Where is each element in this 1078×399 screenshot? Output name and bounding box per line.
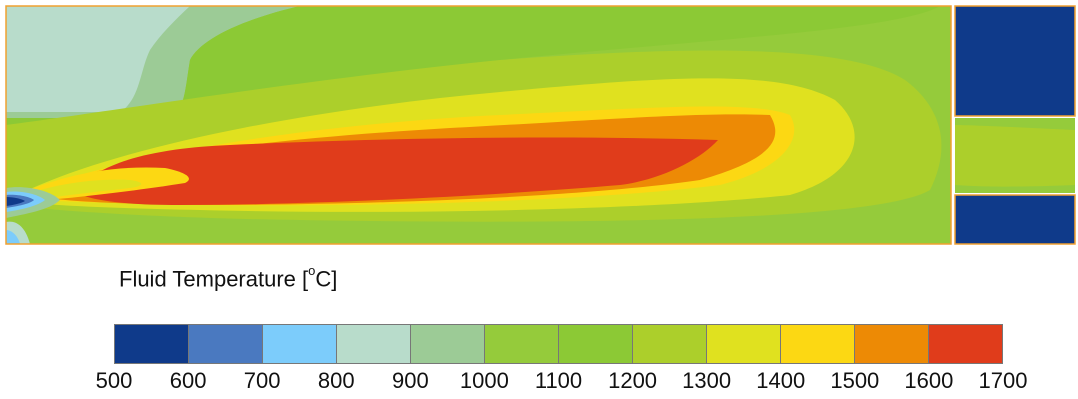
color-bar-swatch xyxy=(855,325,929,363)
lower-cold-block xyxy=(954,194,1076,245)
temperature-contour-plot xyxy=(5,5,1076,245)
color-bar-swatch xyxy=(411,325,485,363)
color-bar-tick-label: 1000 xyxy=(459,368,509,393)
color-bar-tick-label: 1600 xyxy=(904,368,954,393)
color-bar-tick-label: 1400 xyxy=(756,368,806,393)
color-bar-tick-label: 1200 xyxy=(608,368,658,393)
color-bar-tick-label: 1500 xyxy=(830,368,880,393)
core-1700-region xyxy=(75,137,718,205)
color-bar-swatch xyxy=(485,325,559,363)
color-bar-tick-label: 1100 xyxy=(534,368,583,393)
color-bar-swatch xyxy=(263,325,337,363)
color-bar-swatch xyxy=(781,325,855,363)
legend-title: Fluid Temperature [oC] xyxy=(119,263,338,292)
legend-title-suffix: C] xyxy=(315,266,338,292)
legend-title-prefix: Fluid Temperature [ xyxy=(119,266,309,292)
color-bar-swatch xyxy=(929,325,1002,363)
upper-cold-block xyxy=(954,5,1076,117)
color-bar-ticks: 500 600 700 800 900 1000 1100 1200 1300 1400 1500 1… xyxy=(0,368,1078,398)
inlet-cold-core-region xyxy=(6,197,25,206)
color-bar-tick-label: 1300 xyxy=(682,368,732,393)
color-bar-tick-label: 900 xyxy=(391,368,429,393)
color-bar-tick-label: 500 xyxy=(95,368,133,393)
outlet-channel-inner xyxy=(955,125,1075,187)
color-bar-tick-label: 1700 xyxy=(978,368,1028,393)
color-bar-swatch xyxy=(633,325,707,363)
color-bar-tick-label: 700 xyxy=(243,368,281,393)
color-bar-swatch xyxy=(707,325,781,363)
legend-title-degree: o xyxy=(308,263,316,278)
color-bar-swatch xyxy=(559,325,633,363)
color-bar-tick-label: 600 xyxy=(169,368,207,393)
lower-left-blue-region xyxy=(6,230,20,244)
color-bar-tick-label: 800 xyxy=(317,368,355,393)
upper-left-900-region xyxy=(6,6,190,112)
color-bar-swatch xyxy=(337,325,411,363)
color-bar-swatch xyxy=(115,325,189,363)
color-bar-swatch xyxy=(189,325,263,363)
chamber-outline xyxy=(5,5,952,245)
color-bar xyxy=(114,324,1003,364)
